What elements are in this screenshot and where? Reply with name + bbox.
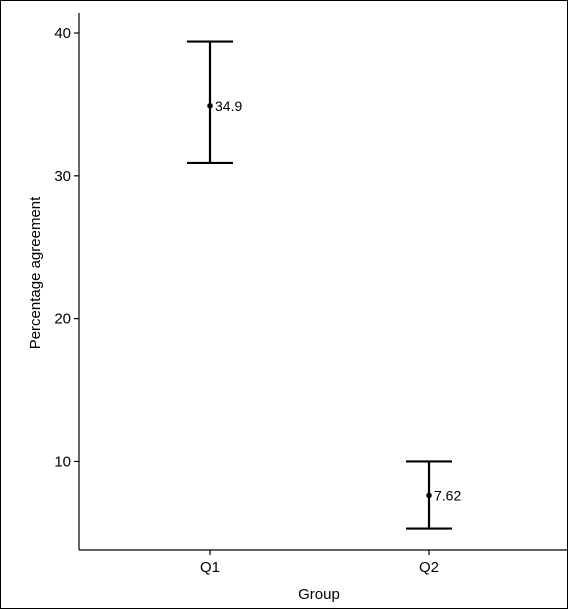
x-tick-label: Q2: [419, 559, 439, 576]
y-tick-label: 30: [54, 168, 71, 185]
y-tick-label: 20: [54, 311, 71, 328]
x-axis-title: Group: [298, 586, 340, 603]
x-tick-label: Q1: [200, 559, 220, 576]
y-tick-label: 10: [54, 453, 71, 470]
y-tick-label: 40: [54, 25, 71, 42]
data-label: 34.9: [215, 98, 242, 114]
data-marks: 34.9 7.62: [187, 40, 461, 530]
data-point: [426, 492, 432, 499]
data-point: [207, 103, 213, 109]
ticks: 10 20 30 40 Q1 Q2: [54, 25, 439, 576]
data-label: 7.62: [434, 487, 461, 503]
y-axis-title: Percentage agreement: [27, 196, 44, 349]
axes: [78, 13, 567, 551]
